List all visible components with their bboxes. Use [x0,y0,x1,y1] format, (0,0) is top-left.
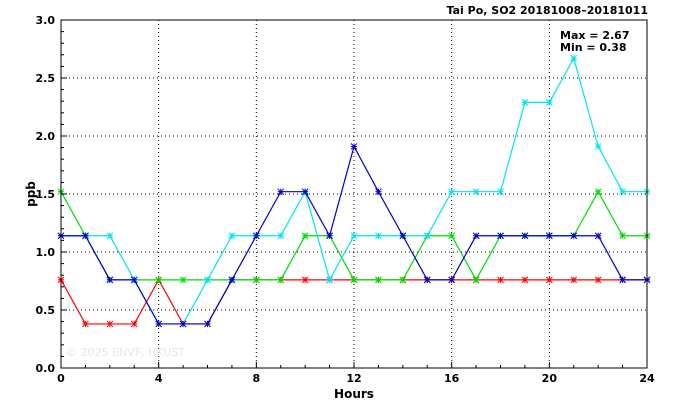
data-point [326,232,333,240]
data-point [570,232,578,240]
data-point [472,188,480,196]
data-point [619,276,626,284]
data-point [375,232,382,240]
data-point [375,276,382,284]
data-point [301,188,309,196]
data-point [570,54,578,62]
data-point [423,276,431,284]
y-axis-title: ppb [24,181,38,207]
data-point [399,232,407,240]
data-point [497,188,504,196]
data-point [82,232,89,240]
data-point [545,276,553,284]
y-tick-label: 2.0 [36,130,56,143]
y-tick-label: 3.0 [36,14,56,27]
series-layer [57,54,651,328]
data-point [301,232,309,240]
y-tick-label: 1.5 [36,188,56,201]
data-point [619,188,626,196]
data-point [448,276,456,284]
data-point [155,276,163,284]
data-point [82,320,89,328]
data-point [350,232,358,240]
data-point [350,276,358,284]
data-point [472,276,480,284]
data-point [594,143,602,150]
x-axis-title: Hours [334,387,374,401]
data-point [545,232,553,240]
data-point [106,320,114,328]
data-point [594,276,602,284]
data-point [252,232,260,240]
grid-lines [61,20,647,368]
chart-title: Tai Po, SO2 20181008–20181011 [447,4,648,17]
data-point [277,276,285,284]
series-line-1 [60,278,647,325]
data-point [277,188,285,196]
min-annotation: Min = 0.38 [560,41,627,54]
data-point [130,276,138,284]
x-tick-label: 8 [253,372,261,385]
data-point [252,276,260,284]
data-point [106,276,114,284]
data-point [204,276,211,284]
x-tick-label: 4 [155,372,163,385]
x-tick-label: 12 [346,372,361,385]
x-tick-label: 16 [444,372,460,385]
data-point [155,320,163,328]
y-tick-label: 0.0 [36,362,56,375]
x-tick-label: 0 [57,372,65,385]
data-point [179,320,187,328]
data-point [106,232,114,240]
data-point [545,99,553,106]
data-point [521,99,529,106]
data-point [399,276,407,284]
data-point [204,320,211,328]
max-annotation: Max = 2.67 [560,29,629,42]
data-point [472,232,480,240]
data-point [497,232,504,240]
data-point [228,276,236,284]
data-point [521,276,529,284]
data-point [521,232,529,240]
data-point [326,276,333,284]
data-point [594,188,602,196]
data-point [375,188,382,196]
data-point [448,188,456,196]
data-point [228,232,236,240]
data-point [423,232,431,240]
data-point [594,232,602,240]
data-point [570,276,578,284]
watermark-text: © 2025 ENVF, HKUST [66,346,185,359]
x-tick-label: 20 [542,372,558,385]
data-point [448,232,456,240]
x-tick-label: 24 [639,372,655,385]
y-tick-label: 2.5 [36,72,56,85]
data-point [179,276,187,284]
data-point [497,276,504,284]
data-point [301,276,309,284]
data-point [619,232,626,240]
data-point [350,143,358,150]
data-point [277,232,285,240]
y-tick-label: 0.5 [36,304,56,317]
data-point [130,320,138,328]
y-tick-label: 1.0 [36,246,56,259]
axis-ticks: 0 4 8 12 16 20 24 0.0 0.5 1.0 1.5 2.0 2.5 3.0 [36,14,655,385]
